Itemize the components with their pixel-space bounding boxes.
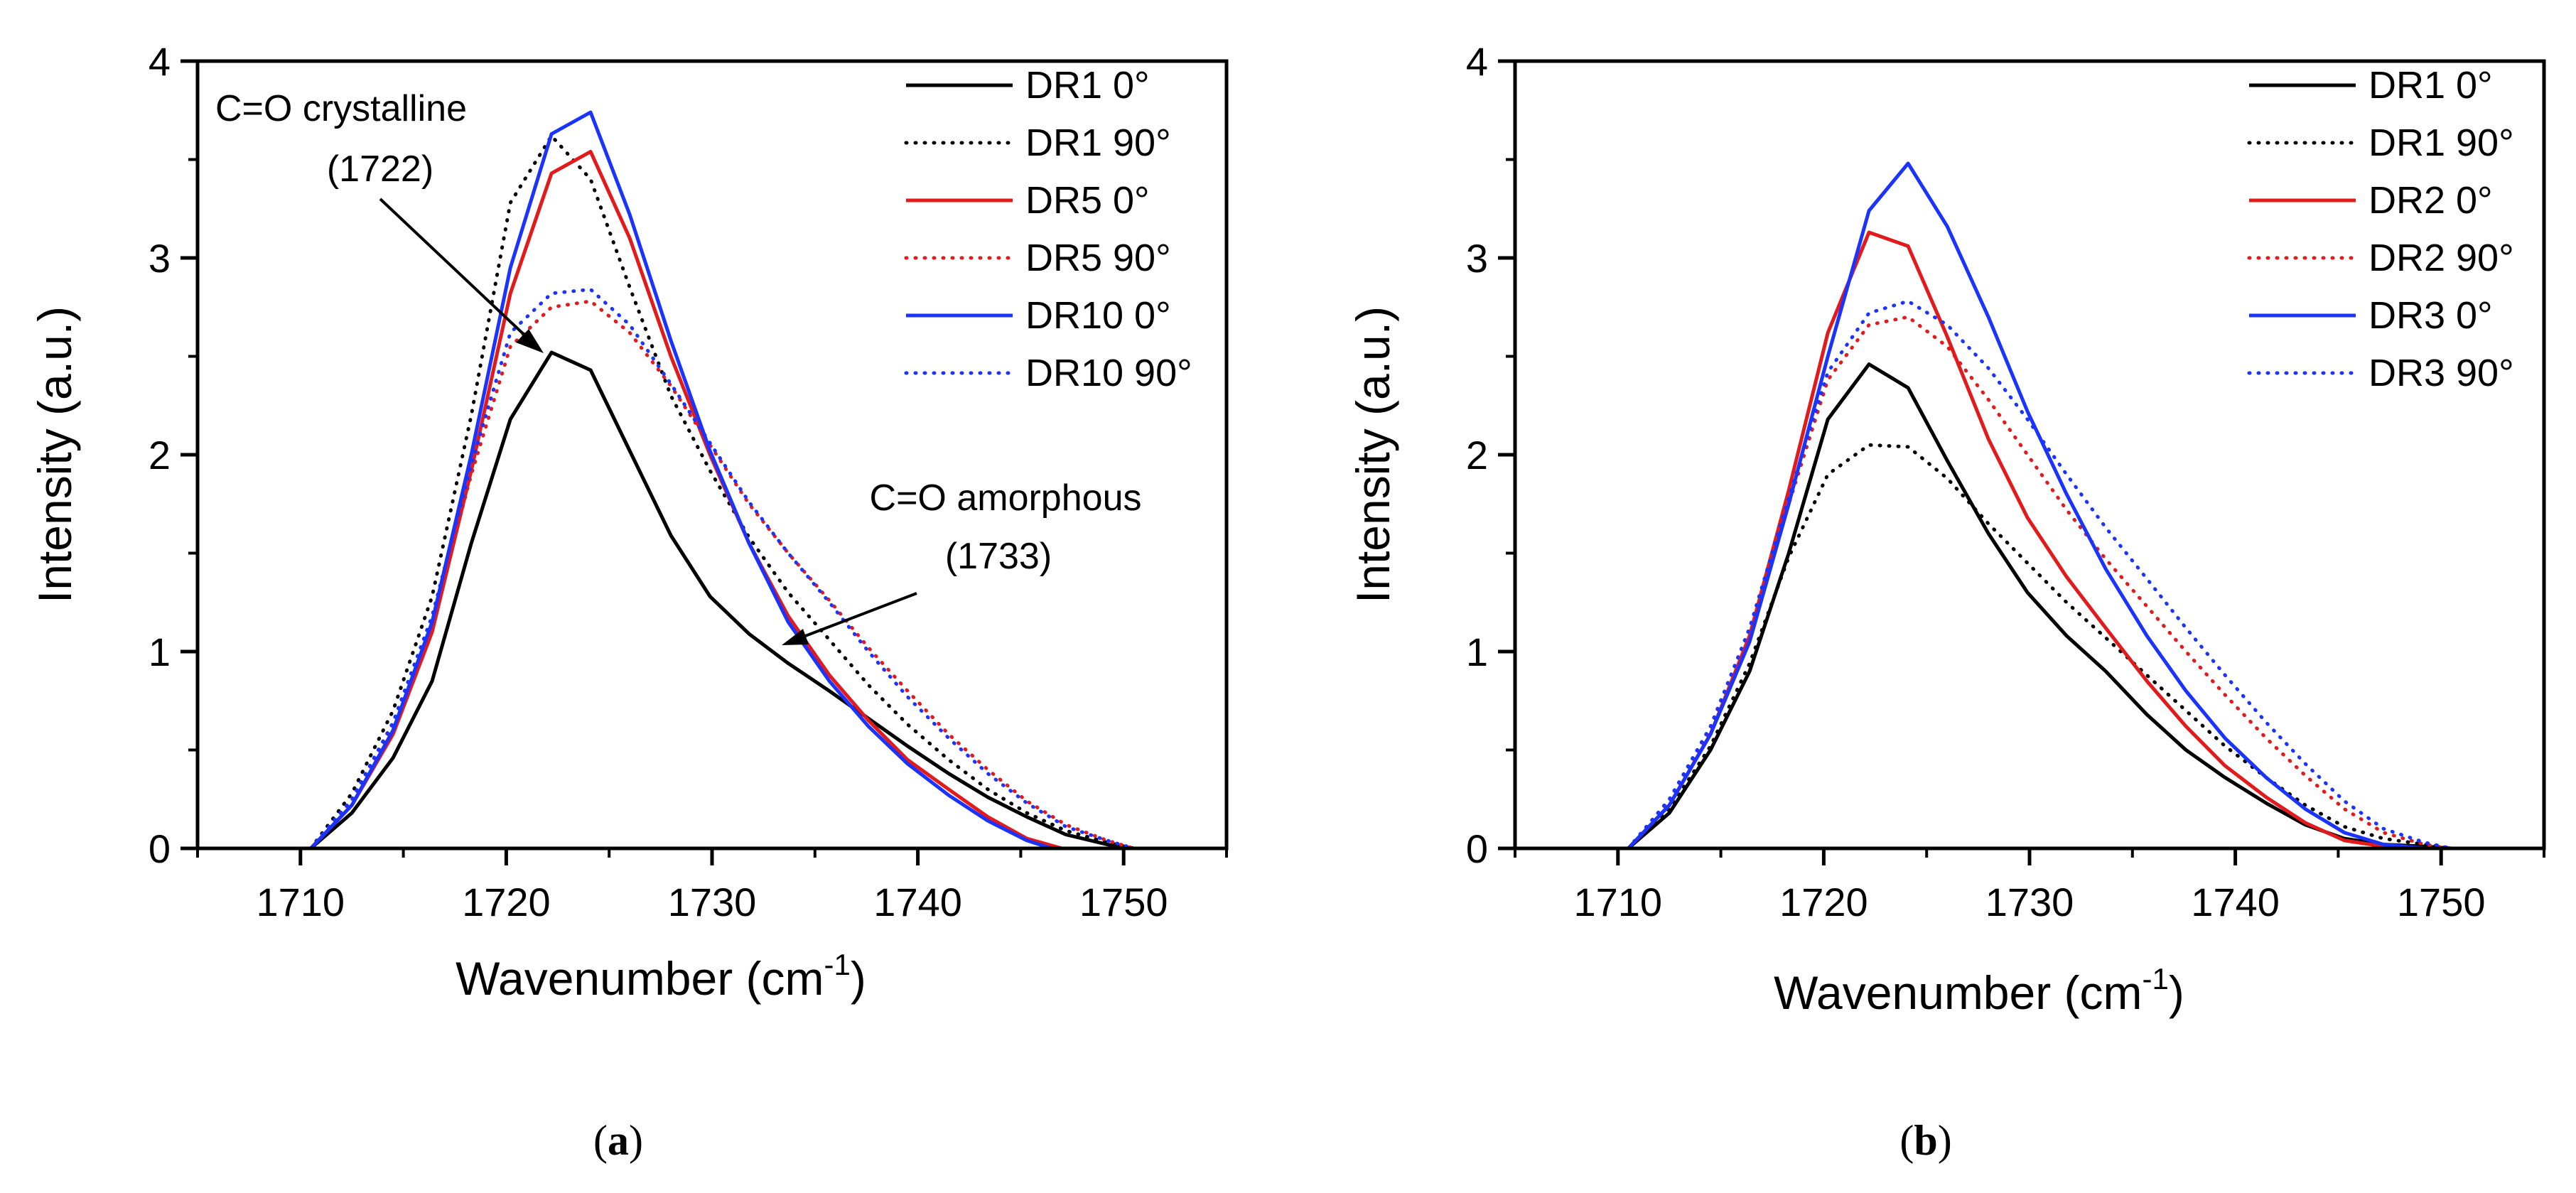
panel-a-ytick-label: 4 <box>149 39 171 84</box>
panel-a-xtick-label: 1750 <box>1079 880 1168 924</box>
panel-a-ytick-label: 3 <box>149 236 171 281</box>
panel-a-tick-layer: 1710 1720 1730 1740 1750 0 1 2 3 4 <box>149 39 1228 924</box>
panel-b-xtick-label: 1730 <box>1985 880 2074 924</box>
panel-b-ytick-label: 2 <box>1466 433 1488 477</box>
panel-a-legend-label-5: DR10 0° <box>1025 294 1171 337</box>
panel-a-legend: DR1 0° DR1 90° DR5 0° DR5 90° DR10 0° DR10 90… <box>904 64 1192 394</box>
panel-a-ytick-label: 1 <box>149 630 171 674</box>
annotation-crystalline-line1: C=O crystalline <box>215 88 467 129</box>
panel-a-legend-label-4: DR5 90° <box>1025 237 1171 279</box>
annotation-amorphous: C=O amorphous (1733) <box>782 477 1141 645</box>
panel-a-ytick-label: 0 <box>149 826 171 871</box>
panel-b-xtick-label: 1740 <box>2191 880 2280 924</box>
panel-b-ytick-label: 3 <box>1466 236 1488 281</box>
annotation-amorphous-arrowhead <box>782 629 809 645</box>
panel-b-ytick-label: 1 <box>1466 630 1488 674</box>
annotation-amorphous-arrow <box>801 592 917 639</box>
panel-a-xtick-label: 1720 <box>462 880 551 924</box>
panel-b-series-4-line <box>1626 315 2454 851</box>
panel-a-ytick-label: 2 <box>149 433 171 477</box>
panel-a-legend-label-1: DR1 0° <box>1025 64 1150 107</box>
annotation-crystalline-line2: (1722) <box>327 149 433 190</box>
panel-b-series-5-line <box>1627 161 2425 851</box>
panel-a-legend-label-6: DR10 90° <box>1025 352 1192 394</box>
panel-b-xlabel-sup: -1 <box>2143 962 2169 995</box>
panel-b-ytick-label: 0 <box>1466 826 1488 871</box>
panel-b-ylabel-text: Intensity (a.u.) <box>1347 306 1399 603</box>
panel-a-series-2-line <box>308 134 1136 851</box>
panel-b-xtick-label: 1710 <box>1574 880 1663 924</box>
panel-a-xlabel-close: ) <box>851 952 866 1005</box>
panel-a-legend-label-2: DR1 90° <box>1025 122 1171 164</box>
panel-b-xtick-label: 1720 <box>1779 880 1868 924</box>
panel-b-xtick-label: 1750 <box>2397 880 2486 924</box>
panel-a-legend-label-3: DR5 0° <box>1025 179 1150 222</box>
annotation-amorphous-line1: C=O amorphous <box>870 477 1142 519</box>
panel-b-xlabel-text: Wavenumber (cm <box>1774 966 2142 1019</box>
panel-b-legend-label-1: DR1 0° <box>2368 64 2493 107</box>
panel-a-label-letter: a <box>608 1117 629 1164</box>
panel-b-tick-layer: 1710 1720 1730 1740 1750 0 1 2 3 4 <box>1466 39 2545 924</box>
panel-a-xlabel-text: Wavenumber (cm <box>456 952 824 1005</box>
panel-b-series-6-line <box>1626 299 2454 851</box>
panel-b-xlabel: Wavenumber (cm-1) <box>1774 962 2184 1019</box>
panel-a-annotations: C=O crystalline (1722) C=O amorphous (17… <box>215 88 1141 645</box>
panel-a-series-1-line <box>309 350 1135 851</box>
panel-b-ytick-label: 4 <box>1466 39 1488 84</box>
panel-a-series-6-line <box>308 287 1136 851</box>
panel-a-series-4-line <box>308 299 1136 851</box>
panel-b-legend-label-5: DR3 0° <box>2368 294 2493 337</box>
panel-b-series-layer <box>1626 161 2454 851</box>
panel-b-label: (b) <box>1899 1117 1951 1164</box>
panel-b-xlabel-close: ) <box>2169 966 2184 1019</box>
panel-a-xtick-label: 1740 <box>873 880 962 924</box>
panel-b-legend-label-6: DR3 90° <box>2368 352 2514 394</box>
panel-b-ylabel: Intensity (a.u.) <box>1347 306 1399 603</box>
annotation-crystalline-arrow <box>379 198 531 341</box>
panel-b-series-3-line <box>1627 230 2410 851</box>
panel-a-xlabel: Wavenumber (cm-1) <box>456 948 866 1005</box>
panel-a-series-3-line <box>309 149 1062 851</box>
panel-a-xlabel-sup: -1 <box>824 948 851 981</box>
annotation-crystalline: C=O crystalline (1722) <box>215 88 544 353</box>
panel-b-series-2-line <box>1626 443 2454 851</box>
panel-a-ylabel-text: Intensity (a.u.) <box>28 306 81 603</box>
panel-a-xtick-label: 1730 <box>668 880 757 924</box>
panel-a-ylabel: Intensity (a.u.) <box>28 306 81 603</box>
annotation-amorphous-line2: (1733) <box>945 536 1052 577</box>
panel-a-xtick-label: 1710 <box>257 880 345 924</box>
panel-b-label-letter: b <box>1914 1117 1937 1164</box>
panel-a-label: (a) <box>593 1117 643 1164</box>
panel-a-series-layer <box>308 110 1136 851</box>
panel-b-legend-label-4: DR2 90° <box>2368 237 2514 279</box>
panel-b-legend: DR1 0° DR1 90° DR2 0° DR2 90° DR3 0° DR3 90° <box>2247 64 2514 394</box>
annotation-crystalline-arrowhead <box>516 329 544 353</box>
panel-b-legend-label-2: DR1 90° <box>2368 122 2514 164</box>
panel-b-legend-label-3: DR2 0° <box>2368 179 2493 222</box>
